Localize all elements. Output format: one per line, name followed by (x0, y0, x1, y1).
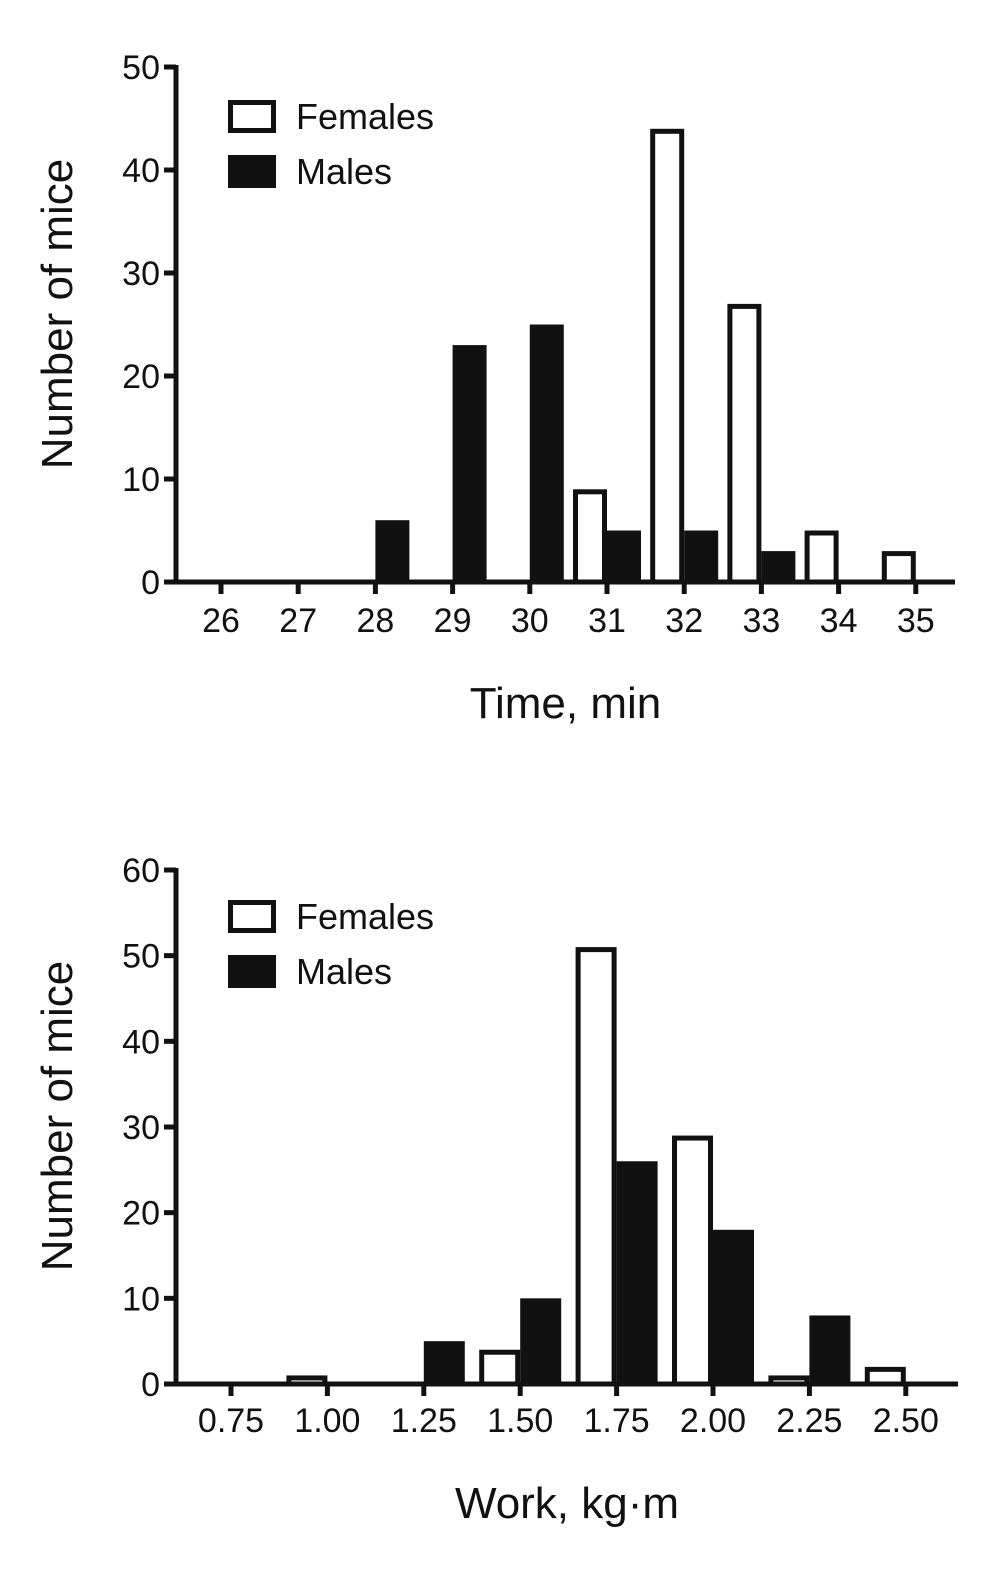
bar-females-2.00 (672, 1135, 713, 1387)
bar-males-29 (452, 345, 487, 585)
y-tick-label: 40 (122, 152, 160, 190)
bar-males-1.75 (616, 1161, 658, 1387)
y-tick-label: 50 (122, 938, 160, 976)
bar-males-30 (529, 324, 564, 585)
y-tick-label: 20 (122, 358, 160, 396)
bar-females-34 (804, 530, 839, 585)
bar-females-31 (573, 489, 607, 585)
y-tick-label: 40 (122, 1023, 160, 1061)
y-tick-label: 10 (122, 461, 160, 499)
bar-females-33 (727, 303, 762, 585)
chart-1: 0 10 20 30 40 50 26 27 28 29 30 31 32 33 34 35 Time, min… (33, 49, 955, 728)
chart-2: 0 10 20 30 40 50 60 0.75 1.00 1.25 1.50 1.75 2.00 2.2… (33, 852, 958, 1528)
legend-swatch-males (228, 955, 276, 988)
x-tick-label: 28 (356, 602, 394, 640)
y-tick-label: 30 (122, 1109, 160, 1147)
x-axis-label: Work, kg·m (455, 1479, 679, 1528)
y-tick-label: 0 (141, 1366, 160, 1404)
x-tick-label: 29 (434, 602, 472, 640)
x-tick-label: 26 (202, 602, 240, 640)
x-tick-label: 1.00 (294, 1402, 360, 1440)
y-tick-label: 30 (122, 255, 160, 293)
x-tick-label: 2.50 (873, 1402, 939, 1440)
legend: Females Males (228, 96, 434, 192)
bar-females-1.75 (575, 947, 617, 1387)
bar-males-31 (607, 530, 641, 585)
bar-females-32 (650, 128, 685, 585)
x-tick-label: 35 (897, 602, 935, 640)
bar-males-2.00 (713, 1229, 754, 1387)
y-tick-label: 50 (122, 49, 160, 87)
y-axis-label: Number of mice (33, 961, 82, 1272)
x-tick-label: 1.75 (584, 1402, 650, 1440)
bar-females-35 (881, 551, 916, 585)
legend-label-males: Males (296, 151, 392, 192)
bar-males-33 (761, 551, 796, 585)
x-tick-label: 2.00 (680, 1402, 746, 1440)
x-tick-label: 1.50 (487, 1402, 553, 1440)
bar-males-28 (375, 520, 410, 585)
x-tick-label: 0.75 (198, 1402, 264, 1440)
legend-label-males: Males (296, 951, 392, 992)
bar-males-2.25 (809, 1315, 851, 1387)
y-tick-label: 20 (122, 1195, 160, 1233)
legend-swatch-males (228, 155, 276, 188)
bar-males-1.50 (520, 1298, 562, 1387)
x-tick-label: 2.25 (776, 1402, 842, 1440)
y-tick-label: 60 (122, 852, 160, 890)
bar-females-1.50 (479, 1349, 521, 1387)
legend-label-females: Females (296, 96, 434, 137)
x-tick-label: 1.25 (391, 1402, 457, 1440)
x-tick-label: 27 (279, 602, 317, 640)
legend-label-females: Females (296, 896, 434, 937)
bar-males-1.25 (423, 1341, 465, 1387)
x-tick-label: 34 (820, 602, 858, 640)
x-tick-label: 31 (588, 602, 626, 640)
legend: Females Males (228, 896, 434, 992)
x-tick-label: 30 (511, 602, 549, 640)
x-tick-label: 32 (665, 602, 703, 640)
x-tick-label: 33 (742, 602, 780, 640)
legend-swatch-females (228, 900, 276, 933)
y-tick-label: 10 (122, 1280, 160, 1318)
x-axis-label: Time, min (470, 679, 662, 728)
legend-swatch-females (228, 100, 276, 133)
y-axis-label: Number of mice (33, 159, 82, 470)
y-tick-label: 0 (141, 564, 160, 602)
bar-males-32 (684, 530, 719, 585)
